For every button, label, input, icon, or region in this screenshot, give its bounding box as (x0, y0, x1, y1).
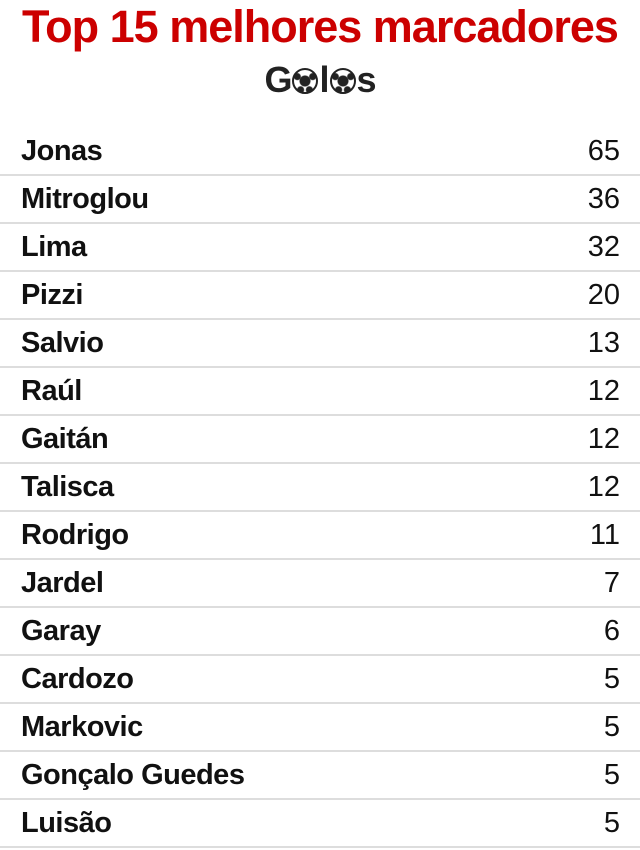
goal-count: 5 (603, 758, 620, 791)
player-name: Jardel (21, 566, 104, 599)
goal-count: 65 (587, 134, 620, 167)
player-name: Cardozo (21, 662, 134, 695)
scorers-list: Jonas 65 Mitroglou 36 Lima 32 Pizzi 20 Salvio 13 R… (0, 128, 640, 848)
list-item: Luisão 5 (0, 800, 640, 848)
list-item: Mitroglou 36 (0, 176, 640, 224)
goal-count: 12 (587, 374, 620, 407)
list-item: Gaitán 12 (0, 416, 640, 464)
goal-count: 12 (587, 422, 620, 455)
player-name: Pizzi (21, 278, 83, 311)
player-name: Lima (21, 230, 87, 263)
goal-count: 32 (587, 230, 620, 263)
goal-count: 12 (587, 470, 620, 503)
list-item: Pizzi 20 (0, 272, 640, 320)
list-item: Salvio 13 (0, 320, 640, 368)
player-name: Gaitán (21, 422, 109, 455)
soccer-ball-icon (292, 68, 319, 94)
goal-count: 13 (587, 326, 620, 359)
list-item: Gonçalo Guedes 5 (0, 752, 640, 800)
list-item: Raúl 12 (0, 368, 640, 416)
list-item: Cardozo 5 (0, 656, 640, 704)
list-item: Markovic 5 (0, 704, 640, 752)
player-name: Luisão (21, 806, 112, 839)
player-name: Talisca (21, 470, 114, 503)
goal-count: 5 (603, 710, 620, 743)
player-name: Raúl (21, 374, 82, 407)
player-name: Gonçalo Guedes (21, 758, 245, 791)
list-item: Jardel 7 (0, 560, 640, 608)
player-name: Salvio (21, 326, 104, 359)
goal-count: 11 (589, 518, 620, 551)
list-item: Garay 6 (0, 608, 640, 656)
goal-count: 20 (587, 278, 620, 311)
player-name: Mitroglou (21, 182, 149, 215)
soccer-ball-icon (329, 68, 356, 94)
player-name: Jonas (21, 134, 103, 167)
list-item: Jonas 65 (0, 128, 640, 176)
page-title: Top 15 melhores marcadores (22, 1, 619, 52)
goal-count: 5 (603, 662, 620, 695)
list-item: Rodrigo 11 (0, 512, 640, 560)
goal-count: 7 (603, 566, 620, 599)
player-name: Markovic (21, 710, 143, 743)
list-item: Talisca 12 (0, 464, 640, 512)
player-name: Rodrigo (21, 518, 129, 551)
player-name: Garay (21, 614, 101, 647)
goal-count: 36 (587, 182, 620, 215)
goal-count: 5 (603, 806, 620, 839)
list-item: Lima 32 (0, 224, 640, 272)
goal-count: 6 (603, 614, 620, 647)
